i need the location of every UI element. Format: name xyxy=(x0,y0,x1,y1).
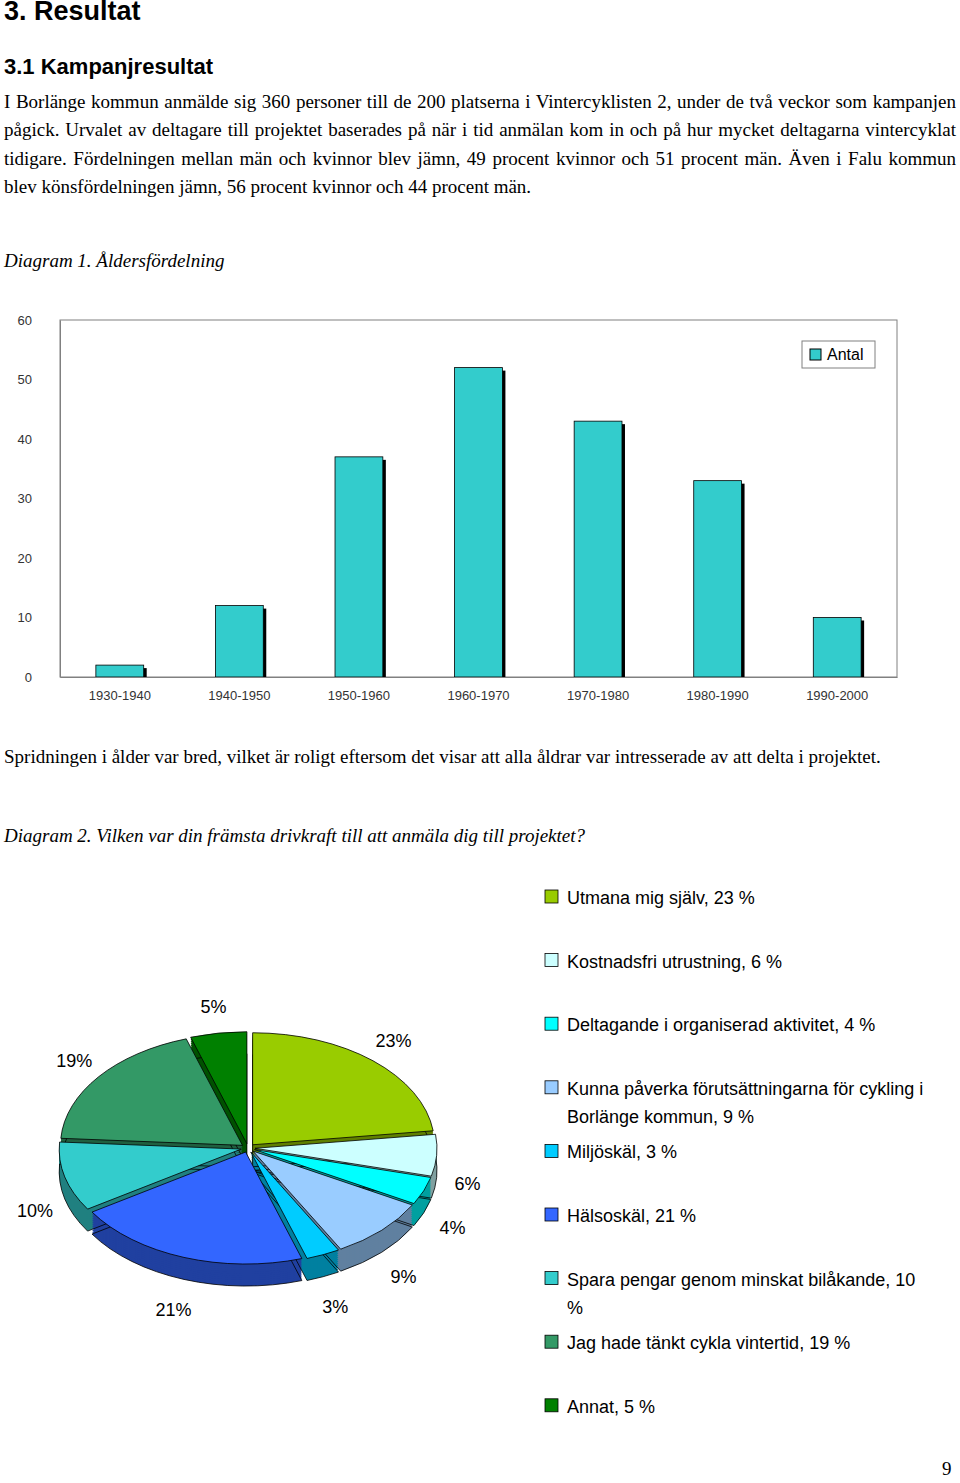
bar xyxy=(813,618,861,678)
x-tick: 1940-1950 xyxy=(208,677,270,703)
x-tick: 1970-1980 xyxy=(567,677,629,703)
legend-label: Kostnadsfri utrustning, 6 % xyxy=(567,952,782,972)
legend-swatch xyxy=(545,1335,558,1348)
legend-swatch xyxy=(545,1017,558,1030)
x-tick-label: 1970-1980 xyxy=(567,688,629,703)
slice xyxy=(59,1142,241,1209)
y-tick: 20 xyxy=(18,551,60,566)
y-tick-label: 50 xyxy=(18,372,32,387)
legend-label: Miljöskäl, 3 % xyxy=(567,1142,677,1162)
legend-label: Spara pengar genom minskat bilåkande, 10… xyxy=(567,1270,915,1318)
x-axis: 1930-1940 1940-1950 1950-1960 1960-1970 1970… xyxy=(61,677,898,703)
legend-swatch xyxy=(545,890,558,903)
y-tick: 40 xyxy=(18,432,60,447)
legend-swatch xyxy=(545,954,558,967)
x-tick-label: 1930-1940 xyxy=(89,688,151,703)
y-tick-label: 10 xyxy=(18,610,32,625)
bar xyxy=(215,606,263,677)
legend-swatch xyxy=(810,349,821,360)
legend-swatch xyxy=(545,1272,558,1285)
y-tick: 30 xyxy=(18,491,60,506)
chart-title: Diagram 2. Vilken var din främsta drivkr… xyxy=(4,825,585,847)
legend-label: Annat, 5 % xyxy=(567,1397,655,1417)
x-tick: 1990-2000 xyxy=(806,677,868,703)
legend-box xyxy=(802,341,875,368)
pie xyxy=(59,1032,437,1286)
legend-swatch xyxy=(545,1399,558,1412)
y-tick: 50 xyxy=(18,372,60,387)
data-label: 10% xyxy=(17,1201,53,1221)
bar xyxy=(574,421,622,677)
data-label: 5% xyxy=(201,997,227,1017)
subheading: 3.1 Kampanjresultat xyxy=(4,54,213,80)
y-axis-line xyxy=(60,321,61,678)
y-tick-label: 60 xyxy=(18,313,32,328)
bar xyxy=(694,481,742,677)
x-tick: 1930-1940 xyxy=(89,677,151,703)
paragraph: Spridningen i ålder var bred, vilket är … xyxy=(4,743,956,771)
legend-label: Deltagande i organiserad aktivitet, 4 % xyxy=(567,1015,875,1035)
x-tick-label: 1950-1960 xyxy=(328,688,390,703)
y-tick-label: 20 xyxy=(18,551,32,566)
x-tick: 1950-1960 xyxy=(328,677,390,703)
data-label: 21% xyxy=(155,1300,191,1320)
data-label: 9% xyxy=(391,1267,417,1287)
data-label: 6% xyxy=(455,1174,481,1194)
data-label: 19% xyxy=(56,1051,92,1071)
bars xyxy=(96,368,864,677)
legend: Antal xyxy=(802,341,875,368)
legend-label: Utmana mig själv, 23 % xyxy=(567,888,755,908)
x-tick-label: 1980-1990 xyxy=(687,688,749,703)
x-tick-label: 1990-2000 xyxy=(806,688,868,703)
y-tick-label: 40 xyxy=(18,432,32,447)
legend-label: Jag hade tänkt cykla vintertid, 19 % xyxy=(567,1333,850,1353)
x-tick-label: 1940-1950 xyxy=(208,688,270,703)
y-tick: 60 xyxy=(18,313,60,328)
y-tick-label: 30 xyxy=(18,491,32,506)
legend-label: Hälsoskäl, 21 % xyxy=(567,1206,696,1226)
paragraph: I Borlänge kommun anmälde sig 360 person… xyxy=(4,88,956,201)
x-tick-label: 1960-1970 xyxy=(447,688,509,703)
slice xyxy=(191,1032,247,1144)
y-tick-label: 0 xyxy=(25,670,32,685)
legend-swatch xyxy=(545,1208,558,1221)
legend-swatch xyxy=(545,1081,558,1094)
page-number: 9 xyxy=(942,1458,952,1480)
heading: 3. Resultat xyxy=(4,0,141,27)
data-label: 3% xyxy=(322,1297,348,1317)
x-tick: 1980-1990 xyxy=(687,677,749,703)
y-axis: 0 10 20 30 40 50 60 xyxy=(18,313,61,685)
bar xyxy=(96,665,144,677)
plot-frame xyxy=(60,320,897,677)
x-tick: 1960-1970 xyxy=(447,677,509,703)
chart-title: Diagram 1. Åldersfördelning xyxy=(4,250,224,272)
legend-label: Kunna påverka förutsättningarna för cykl… xyxy=(567,1079,923,1127)
bar xyxy=(335,457,383,677)
legend: Utmana mig själv, 23 % Kostnadsfri utrust… xyxy=(545,888,923,1417)
x-axis-line xyxy=(61,677,898,678)
data-label: 23% xyxy=(375,1031,411,1051)
y-tick: 0 xyxy=(25,670,60,685)
legend-swatch xyxy=(545,1144,558,1157)
y-tick: 10 xyxy=(18,610,60,625)
data-label: 4% xyxy=(440,1218,466,1238)
legend-label: Antal xyxy=(827,346,863,363)
page-graphics: 0 10 20 30 40 50 60 1930-1940 1940-1950 1950-1960… xyxy=(0,0,960,1483)
bar xyxy=(455,368,503,677)
